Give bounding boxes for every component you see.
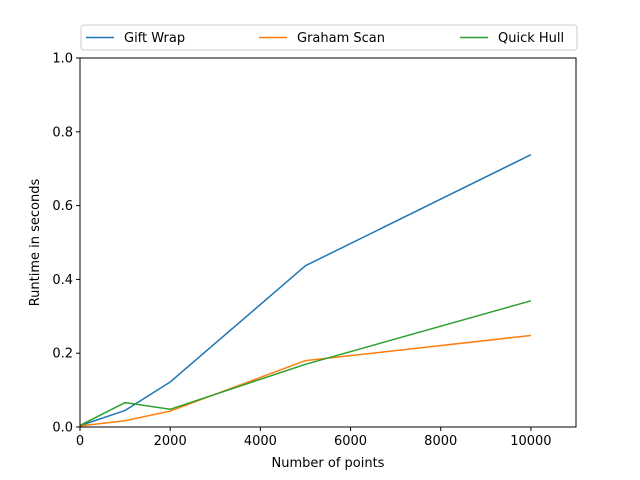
y-tick-label: 0.0 bbox=[52, 421, 73, 436]
legend-frame bbox=[80, 24, 578, 51]
series-line-gift-wrap bbox=[80, 154, 532, 427]
x-tick-label: 8000 bbox=[424, 434, 457, 449]
y-tick-label: 0.8 bbox=[52, 125, 73, 140]
plot-frame bbox=[79, 57, 577, 428]
series-line-quick-hull bbox=[80, 300, 532, 426]
x-tick-label: 0 bbox=[76, 434, 84, 449]
y-tick-label: 0.2 bbox=[52, 347, 73, 362]
x-tick-label: 4000 bbox=[244, 434, 277, 449]
legend: Gift Wrap Graham Scan Quick Hull bbox=[80, 24, 578, 51]
series-line-graham-scan bbox=[80, 334, 531, 427]
legend-label-graham-scan: Graham Scan bbox=[297, 31, 385, 46]
legend-label-gift-wrap: Gift Wrap bbox=[124, 31, 185, 46]
series-lines bbox=[80, 154, 532, 427]
y-axis-label: Runtime in seconds bbox=[28, 179, 43, 307]
y-axis: 0.0 0.2 0.4 0.6 0.8 1.0 bbox=[52, 52, 80, 436]
x-tick-label: 10000 bbox=[510, 434, 551, 449]
x-tick-label: 2000 bbox=[154, 434, 187, 449]
y-tick-label: 0.4 bbox=[52, 273, 73, 288]
x-axis-label: Number of points bbox=[272, 456, 385, 471]
x-tick-label: 6000 bbox=[334, 434, 367, 449]
legend-label-quick-hull: Quick Hull bbox=[498, 31, 564, 46]
x-axis: 0 2000 4000 6000 8000 10000 bbox=[76, 427, 552, 449]
y-tick-label: 1.0 bbox=[52, 52, 73, 67]
y-tick-label: 0.6 bbox=[52, 199, 73, 214]
